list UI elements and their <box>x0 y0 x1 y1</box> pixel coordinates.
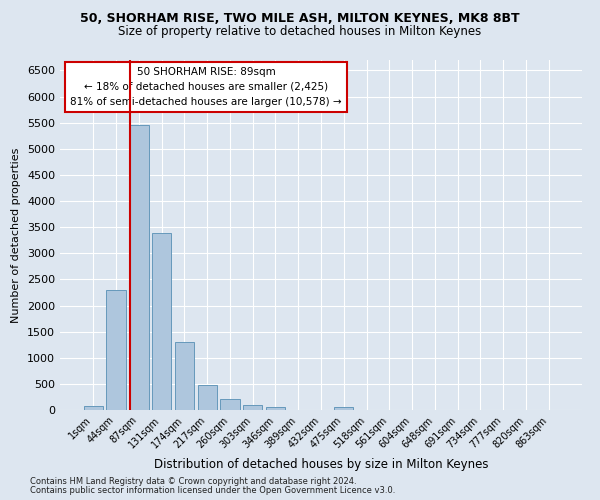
Text: 50, SHORHAM RISE, TWO MILE ASH, MILTON KEYNES, MK8 8BT: 50, SHORHAM RISE, TWO MILE ASH, MILTON K… <box>80 12 520 26</box>
Bar <box>129 126 149 410</box>
X-axis label: Distribution of detached houses by size in Milton Keynes: Distribution of detached houses by size … <box>154 458 488 471</box>
Bar <box>84 406 103 410</box>
Bar <box>266 407 285 410</box>
Bar <box>175 342 194 410</box>
Bar <box>334 407 353 410</box>
Text: 50 SHORHAM RISE: 89sqm
← 18% of detached houses are smaller (2,425)
81% of semi-: 50 SHORHAM RISE: 89sqm ← 18% of detached… <box>70 67 342 106</box>
Text: Size of property relative to detached houses in Milton Keynes: Size of property relative to detached ho… <box>118 25 482 38</box>
Y-axis label: Number of detached properties: Number of detached properties <box>11 148 22 322</box>
Bar <box>220 399 239 410</box>
Bar <box>106 290 126 410</box>
Text: Contains HM Land Registry data © Crown copyright and database right 2024.: Contains HM Land Registry data © Crown c… <box>30 477 356 486</box>
Bar <box>152 234 172 410</box>
Bar <box>243 405 262 410</box>
Bar <box>197 385 217 410</box>
Text: Contains public sector information licensed under the Open Government Licence v3: Contains public sector information licen… <box>30 486 395 495</box>
